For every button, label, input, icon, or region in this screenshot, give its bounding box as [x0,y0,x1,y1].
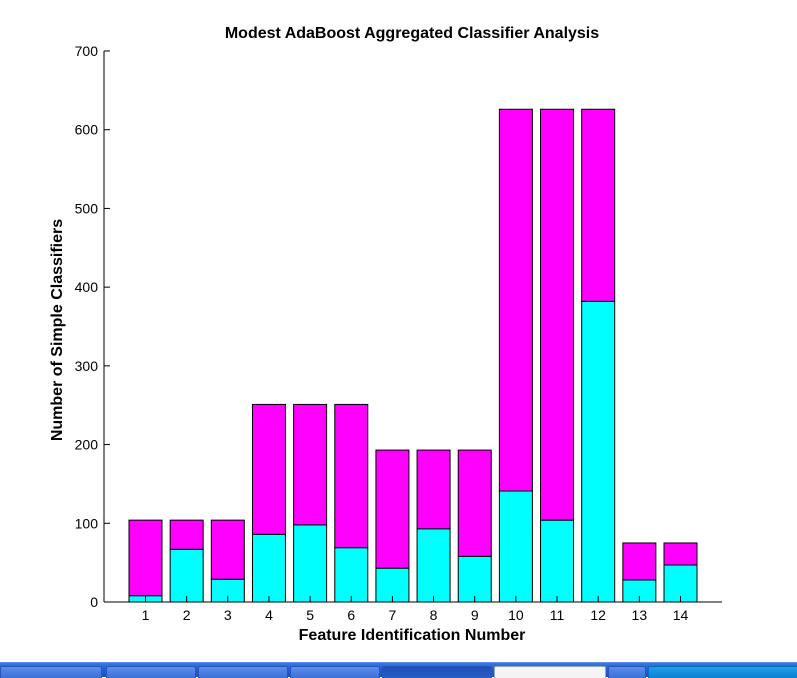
bar-segment-2 [581,108,616,302]
x-tick-label: 6 [347,607,355,623]
taskbar [0,662,797,678]
x-tick-label: 12 [590,607,606,623]
taskbar-button[interactable] [198,666,288,678]
taskbar-button[interactable] [0,666,102,678]
bar-segment-2 [169,519,204,550]
y-tick-label: 700 [75,43,99,59]
x-tick-label: 8 [430,607,438,623]
bar-segment-2 [498,108,533,492]
x-tick-label: 3 [224,607,232,623]
bar-segment-1 [457,555,492,603]
bar-segment-2 [210,519,245,580]
bar-segment-2 [375,449,410,569]
y-tick-label: 0 [90,594,98,610]
y-tick-label: 200 [75,437,99,453]
bar-chart: Modest AdaBoost Aggregated Classifier An… [49,25,722,644]
bar-segment-2 [457,449,492,557]
y-tick-label: 600 [75,122,99,138]
taskbar-button[interactable] [106,666,196,678]
x-tick-label: 11 [550,607,565,623]
chart-title: Modest AdaBoost Aggregated Classifier An… [225,25,599,42]
bar-segment-2 [128,519,163,597]
bar-segment-2 [416,449,451,530]
bar-segment-1 [169,548,204,603]
x-tick-label: 4 [265,607,273,623]
y-axis-label: Number of Simple Classifiers [49,219,66,441]
x-tick-label: 13 [632,607,648,623]
y-tick-label: 100 [75,515,99,531]
bar-segment-1 [498,490,533,603]
taskbar-button[interactable] [382,666,492,678]
bar-segment-2 [622,542,657,581]
x-tick-label: 2 [183,607,191,623]
x-axis-label: Feature Identification Number [299,627,526,644]
y-tick-label: 300 [75,358,99,374]
taskbar-button[interactable] [290,666,380,678]
x-tick-label: 9 [471,607,479,623]
bar-segment-2 [540,108,575,521]
bar-segment-1 [581,300,616,603]
bar-segment-1 [251,533,286,603]
bar-segment-1 [416,528,451,603]
bar-segment-1 [293,524,328,603]
x-tick-label: 7 [389,607,397,623]
system-tray [648,666,797,678]
y-tick-label: 400 [75,279,99,295]
x-tick-label: 14 [673,607,689,623]
bar-segment-1 [540,519,575,603]
y-tick-label: 500 [75,200,99,216]
x-tick-label: 10 [508,607,524,623]
bar-segment-1 [334,547,369,603]
taskbar-button[interactable] [608,666,646,678]
taskbar-button[interactable] [494,666,606,678]
bar-segment-2 [334,403,369,549]
x-tick-label: 1 [142,607,150,623]
bar-segment-2 [663,542,698,566]
bar-segment-2 [293,403,328,526]
bar-segment-2 [251,403,286,535]
x-tick-label: 5 [306,607,314,623]
